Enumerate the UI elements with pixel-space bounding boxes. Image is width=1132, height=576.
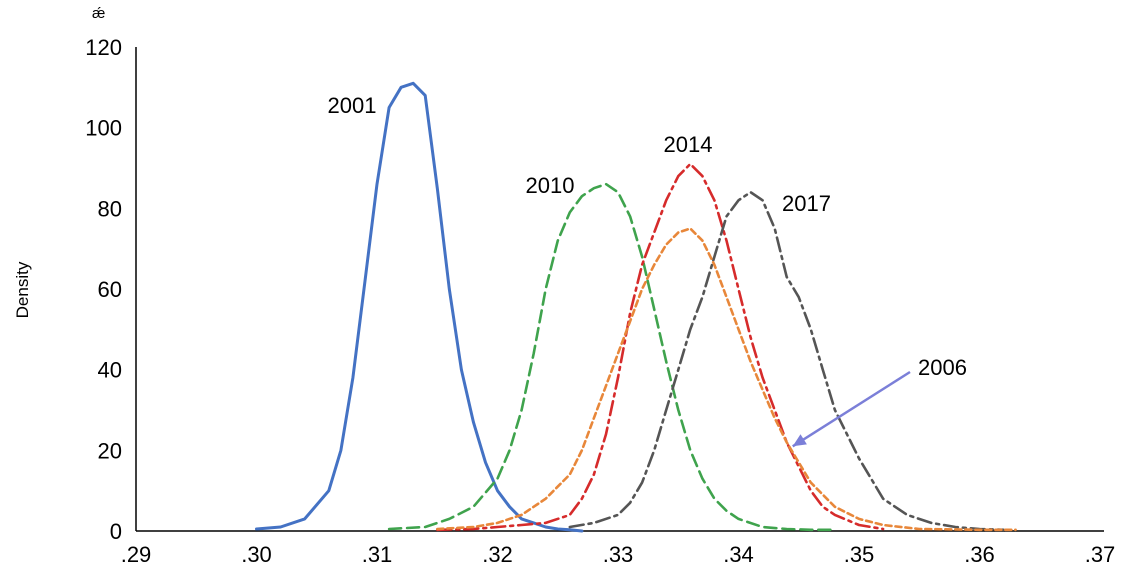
axes bbox=[135, 47, 1104, 532]
x-tick-label: .35 bbox=[844, 542, 875, 567]
x-tick-label: .36 bbox=[964, 542, 995, 567]
x-tick-label: .29 bbox=[121, 542, 152, 567]
series-label-2006: 2006 bbox=[918, 355, 967, 380]
y-tick-label: 0 bbox=[110, 519, 122, 544]
y-tick-labels: 0 20 40 60 80 100 120 bbox=[85, 35, 122, 544]
x-tick-label: .32 bbox=[482, 542, 513, 567]
series-label-2001: 2001 bbox=[328, 93, 377, 118]
arrow-2006 bbox=[792, 370, 911, 448]
series-label-2014: 2014 bbox=[664, 132, 713, 157]
arrow-head-2006 bbox=[792, 434, 807, 447]
x-tick-label: .30 bbox=[241, 542, 272, 567]
y-axis-title: Density bbox=[13, 261, 32, 318]
x-tick-label: .37 bbox=[1085, 542, 1116, 567]
y-tick-label: 100 bbox=[85, 116, 122, 141]
y-tick-label: 20 bbox=[98, 438, 122, 463]
corner-mark: ǽ bbox=[92, 5, 105, 22]
y-tick-label: 40 bbox=[98, 358, 122, 383]
series-line-2006 bbox=[435, 227, 1017, 532]
series-label-2010: 2010 bbox=[526, 173, 575, 198]
x-tick-label: .34 bbox=[723, 542, 754, 567]
series-line-2001 bbox=[255, 81, 584, 533]
series-labels: 2001 2010 2014 2017 2006 bbox=[328, 93, 967, 448]
y-tick-label: 60 bbox=[98, 277, 122, 302]
x-tick-labels: .29 .30 .31 .32 .33 .34 .35 .36 .37 bbox=[121, 542, 1116, 567]
series-line-2017 bbox=[568, 190, 1005, 532]
x-tick-label: .31 bbox=[362, 542, 393, 567]
y-tick-label: 80 bbox=[98, 196, 122, 221]
y-tick-label: 120 bbox=[85, 35, 122, 60]
series-line-2010 bbox=[387, 182, 837, 532]
series-lines bbox=[255, 81, 1017, 533]
series-line-2014 bbox=[435, 162, 885, 532]
series-label-2017: 2017 bbox=[782, 191, 831, 216]
x-tick-label: .33 bbox=[603, 542, 634, 567]
